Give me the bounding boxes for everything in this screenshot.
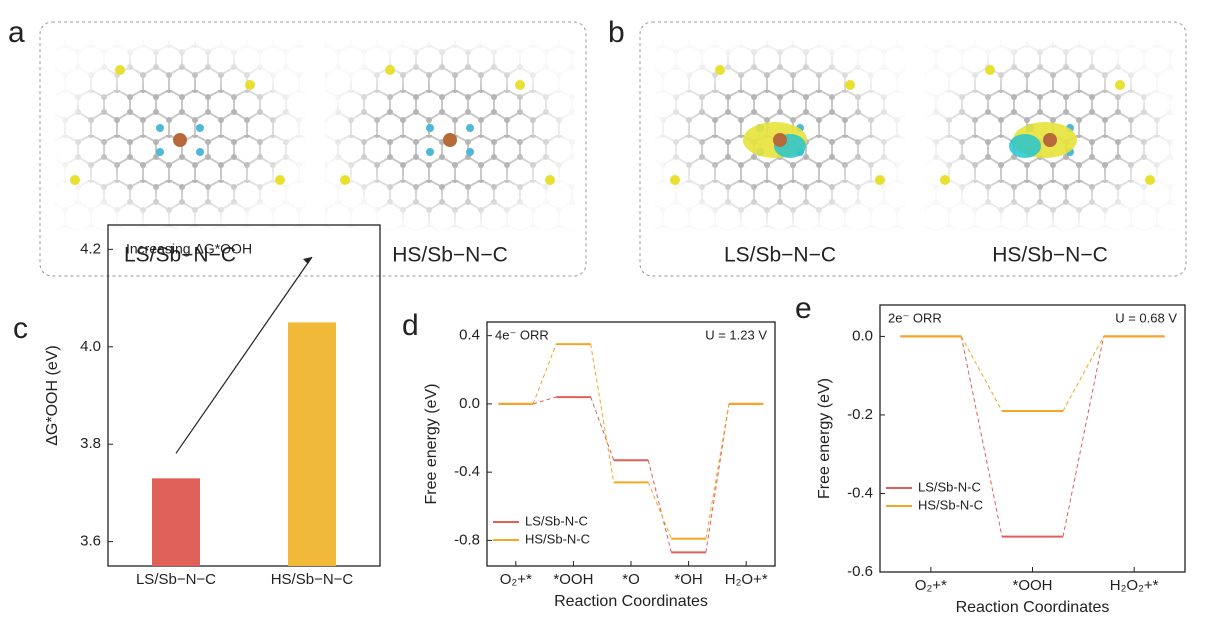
connector — [648, 482, 671, 538]
bar — [288, 322, 336, 566]
x-tick-label: HS/Sb−N−C — [271, 571, 354, 588]
annotation: 4e⁻ ORR — [495, 327, 549, 342]
y-tick-label: -0.6 — [847, 563, 873, 580]
y-tick-label: -0.4 — [847, 484, 873, 501]
y-tick-label: 4.2 — [80, 240, 101, 257]
connector — [533, 397, 556, 404]
sulfur-atom — [845, 80, 855, 90]
legend-label: HS/Sb-N-C — [918, 497, 983, 512]
plot-frame — [880, 305, 1185, 572]
sb-atom — [773, 133, 787, 147]
sulfur-atom — [385, 65, 395, 75]
connector — [591, 397, 614, 460]
y-tick-label: -0.8 — [454, 531, 480, 548]
panel-label: a — [8, 16, 25, 49]
sulfur-atom — [875, 175, 885, 185]
y-axis-label: Free energy (eV) — [423, 384, 440, 505]
x-tick-label: *OOH — [1012, 577, 1052, 594]
structure-caption: LS/Sb−N−C — [724, 244, 836, 267]
nitrogen-atom — [426, 148, 434, 156]
panel-label: c — [13, 312, 28, 345]
panel-label: d — [402, 309, 419, 342]
nitrogen-atom — [466, 148, 474, 156]
sulfur-atom — [515, 80, 525, 90]
connector — [1063, 336, 1104, 411]
annotation: Increasing ΔG*OOH — [126, 241, 252, 257]
sulfur-atom — [275, 175, 285, 185]
legend-label: LS/Sb-N-C — [918, 479, 981, 494]
x-tick-label: H₂O+* — [725, 571, 768, 588]
connector — [961, 336, 1002, 411]
legend-label: LS/Sb-N-C — [525, 513, 588, 528]
nitrogen-atom — [156, 124, 164, 132]
panel-label: e — [795, 292, 812, 325]
annotation: U = 0.68 V — [1115, 310, 1177, 325]
sb-atom — [443, 133, 457, 147]
connector — [533, 344, 556, 404]
figure: a LS/Sb−N−C HS/Sb−N−C b LS/Sb−N−C HS/Sb−N−C c 3… — [0, 0, 1210, 624]
x-tick-label: LS/Sb−N−C — [136, 571, 216, 588]
y-axis-label: Free energy (eV) — [816, 378, 833, 499]
bar — [152, 478, 200, 566]
x-axis-label: Reaction Coordinates — [956, 599, 1110, 616]
x-tick-label: O₂+* — [915, 577, 947, 594]
sulfur-atom — [1145, 175, 1155, 185]
sulfur-atom — [340, 175, 350, 185]
structure-caption: HS/Sb−N−C — [992, 244, 1108, 267]
sulfur-atom — [70, 175, 80, 185]
y-tick-label: 0.4 — [459, 327, 480, 344]
nitrogen-atom — [196, 124, 204, 132]
sulfur-atom — [245, 80, 255, 90]
nitrogen-atom — [196, 148, 204, 156]
x-tick-label: *OH — [674, 571, 702, 588]
nitrogen-atom — [466, 124, 474, 132]
nitrogen-atom — [156, 148, 164, 156]
y-axis-label: ΔG*OOH (eV) — [44, 345, 61, 445]
sulfur-atom — [670, 175, 680, 185]
y-tick-label: 3.6 — [80, 533, 101, 550]
nitrogen-atom — [426, 124, 434, 132]
sulfur-atom — [985, 65, 995, 75]
y-tick-label: 0.0 — [852, 327, 873, 344]
connector — [1063, 336, 1104, 536]
x-tick-label: *OOH — [553, 571, 593, 588]
panel-label: b — [608, 16, 625, 49]
annotation: U = 1.23 V — [705, 327, 767, 342]
y-tick-label: 0.0 — [459, 395, 480, 412]
connector — [591, 344, 614, 482]
x-tick-label: O₂+* — [500, 571, 532, 588]
charge-density-cyan — [1009, 134, 1041, 158]
y-tick-label: -0.4 — [454, 463, 480, 480]
sb-atom — [1043, 133, 1057, 147]
sulfur-atom — [940, 175, 950, 185]
y-tick-label: 3.8 — [80, 435, 101, 452]
sulfur-atom — [1115, 80, 1125, 90]
connector — [648, 460, 671, 552]
y-tick-label: 4.0 — [80, 338, 101, 355]
x-tick-label: *O — [622, 571, 640, 588]
x-tick-label: H₂O₂+* — [1110, 577, 1159, 594]
sulfur-atom — [115, 65, 125, 75]
x-axis-label: Reaction Coordinates — [554, 593, 708, 610]
sulfur-atom — [715, 65, 725, 75]
plot-frame — [487, 322, 775, 566]
y-tick-label: -0.2 — [847, 406, 873, 423]
sulfur-atom — [545, 175, 555, 185]
page: {"panels": [ {"label": "a", "captions": … — [0, 0, 1210, 629]
annotation: 2e⁻ ORR — [888, 310, 942, 325]
arrow-head — [303, 257, 312, 264]
sb-atom — [173, 133, 187, 147]
legend-label: HS/Sb-N-C — [525, 531, 590, 546]
structure-caption: HS/Sb−N−C — [392, 244, 508, 267]
